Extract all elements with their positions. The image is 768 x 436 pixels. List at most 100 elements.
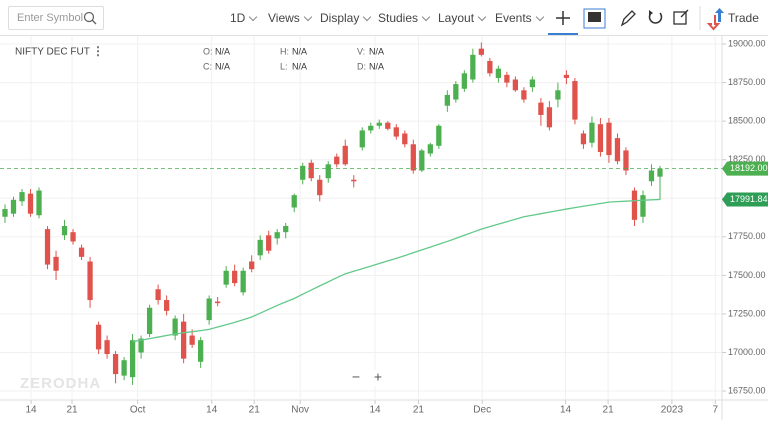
x-tick-label: 21 [603,405,615,416]
candle-body [189,335,195,345]
candle-body [232,270,238,284]
candle-body [444,94,450,106]
candle-body [78,247,85,257]
search-icon [83,11,97,25]
candle-body [512,79,519,91]
candle-body [249,261,255,270]
candle-body [529,79,536,88]
x-tick-label: Nov [291,405,309,416]
x-tick-label: 14 [369,405,381,416]
candle-body [291,195,297,208]
x-tick-label: Oct [130,405,146,416]
legend-field-label: C: [203,61,212,71]
menu-display[interactable]: Display [320,0,370,36]
legend-field-value: N/A [215,61,230,71]
candle-body [461,73,467,89]
menu-views[interactable]: Views [268,0,311,36]
ma-tag [722,192,768,207]
candle-body [546,107,553,128]
menu-events[interactable]: Events [495,0,543,36]
legend-field-label: D: [357,61,366,71]
candle-body [470,54,476,80]
candle-body [70,232,76,242]
candle-body [351,179,357,182]
candle-body [274,232,280,239]
candle-body [138,338,144,353]
candle-body [27,193,34,214]
x-tick-label: 2023 [661,405,684,416]
legend-field-value: N/A [292,61,307,71]
toolbar: Enter Symbol 1D Views Display Studies La… [0,0,768,36]
zoom-out[interactable]: − [352,369,360,385]
candle-body [504,74,510,83]
candle-body [597,124,604,152]
zoom-box [345,370,389,386]
x-tick-label: 14 [25,405,37,416]
candle-body [10,199,17,214]
y-tick-label: 17500.00 [728,270,766,280]
candle-body [563,74,570,78]
candle-body [410,144,416,171]
x-tick-label: 14 [206,405,218,416]
candle-body [104,340,110,355]
candle-body [283,226,289,233]
y-tick-label: 16750.00 [728,385,766,395]
candle-body [376,122,382,126]
x-tick-label: 21 [66,405,78,416]
candle-body [623,150,629,171]
y-tick-label: 18250.00 [728,154,766,164]
ma-label: 17991.84 [730,194,768,204]
candle-body [359,130,365,148]
y-tick-label: 17250.00 [728,308,766,318]
zoom-in[interactable]: + [374,369,382,385]
legend-field-value: N/A [369,46,384,56]
y-tick-label: 17000.00 [728,347,766,357]
candle-body [215,301,221,304]
search-box[interactable]: Enter Symbol [8,6,104,30]
candle-body [606,122,612,156]
candle-body [198,340,204,362]
candle-body [572,81,578,120]
candle-body [436,125,442,146]
candle-body [206,298,212,321]
watermark: ZERODHA [20,375,101,392]
x-tick-label: Dec [473,405,491,416]
x-tick-label: 21 [249,405,261,416]
candle-body [36,190,42,216]
candle-body [308,162,314,179]
candle-body [368,125,374,131]
y-tick-label: 19000.00 [728,38,766,48]
candle-body [385,122,391,129]
y-tick-label: 17750.00 [728,231,766,241]
candle-body [300,165,306,180]
candle-body [223,270,229,285]
candle-body [521,90,527,100]
menu-studies[interactable]: Studies [378,0,429,36]
menu-interval[interactable]: 1D [230,0,256,36]
candle-body [129,340,136,378]
trade-button[interactable]: Trade [728,11,759,25]
candle-body [657,168,663,177]
menu-layout[interactable]: Layout [438,0,485,36]
candle-body [393,127,399,137]
candle-body [266,235,272,251]
candle-body [631,190,638,220]
candle-body [487,60,493,74]
candle-body [155,289,161,301]
candle-body [419,150,425,171]
symbol-menu[interactable]: ⋮ [92,44,104,58]
legend-field-label: H: [280,46,289,56]
x-tick-label: 21 [413,405,425,416]
candle-body [453,84,459,100]
candle-body [555,90,561,100]
candle-body [589,122,595,143]
legend-field-value: N/A [369,61,384,71]
candle-body [580,133,587,145]
last-price-tag [722,161,768,176]
candle-body [342,145,348,165]
candle-body [95,324,102,350]
candle-body [334,156,340,165]
candle-body [180,321,187,359]
